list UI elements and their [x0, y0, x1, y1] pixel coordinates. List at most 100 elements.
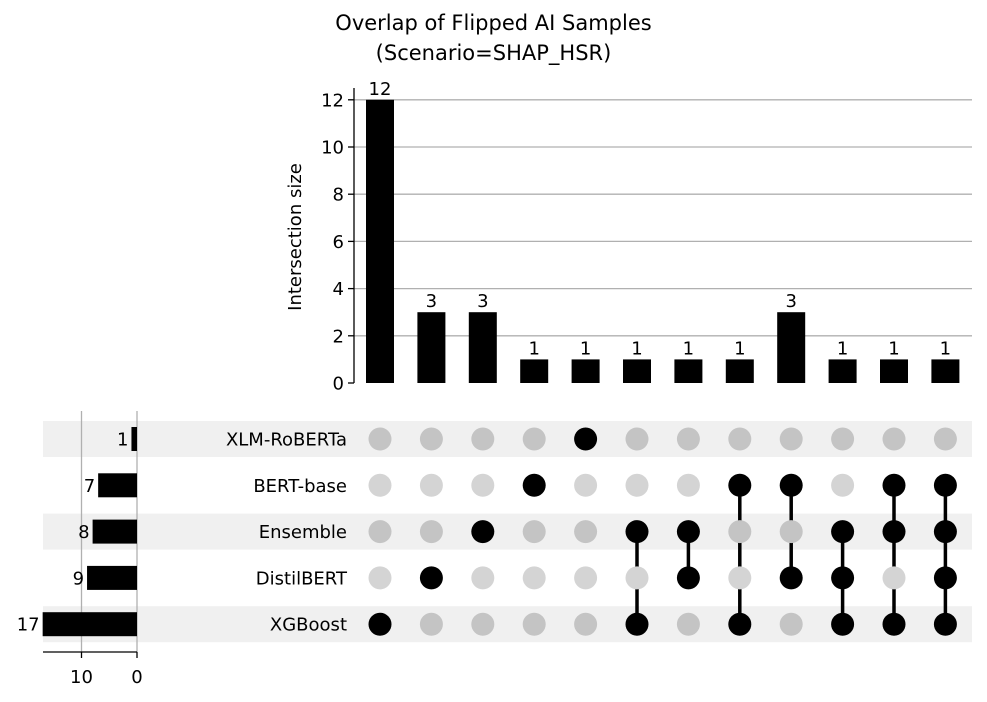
membership-dot-inactive [368, 427, 392, 451]
membership-dot-active [933, 566, 957, 590]
membership-dot-inactive [728, 520, 752, 544]
membership-dot-active [933, 612, 957, 636]
y-tick-label: 0 [333, 374, 344, 395]
intersection-bar [417, 312, 446, 383]
membership-dot-inactive [933, 427, 957, 451]
membership-dot-active [831, 566, 855, 590]
intersection-value-label: 1 [940, 338, 951, 359]
set-name-label: BERT-base [253, 476, 347, 497]
membership-dot-inactive [368, 520, 392, 544]
membership-dot-active [574, 427, 598, 451]
intersection-bar [366, 99, 394, 384]
membership-dot-active [471, 520, 495, 544]
set-name-label: XLM-RoBERTa [226, 430, 347, 451]
membership-dot-inactive [728, 566, 752, 590]
y-tick-label: 6 [333, 232, 344, 253]
membership-dot-inactive [676, 612, 700, 636]
membership-dot-inactive [779, 612, 803, 636]
membership-dot-active [779, 473, 803, 497]
set-size-bar [98, 473, 137, 498]
row-stripe [43, 513, 972, 550]
intersection-bar [880, 359, 908, 383]
membership-dot-active [419, 566, 443, 590]
membership-dot-inactive [676, 427, 700, 451]
set-size-label: 9 [73, 568, 84, 589]
membership-dot-inactive [882, 427, 906, 451]
y-axis-label: Intersection size [285, 163, 306, 311]
membership-dot-inactive [625, 566, 649, 590]
set-size-label: 8 [78, 522, 89, 543]
intersection-bar [931, 359, 960, 383]
intersection-value-label: 1 [580, 338, 591, 359]
y-tick-label: 4 [333, 279, 344, 300]
membership-dot-inactive [471, 566, 495, 590]
chart-title-line-2: (Scenario=SHAP_HSR) [375, 41, 612, 65]
membership-dot-inactive [831, 473, 855, 497]
membership-dot-active [728, 612, 752, 636]
intersection-bar [777, 312, 806, 383]
membership-dot-inactive [522, 612, 546, 636]
membership-dot-active [676, 566, 700, 590]
membership-dot-active [625, 520, 649, 544]
intersection-bar [674, 359, 703, 383]
membership-dot-inactive [522, 566, 546, 590]
set-name-label: XGBoost [270, 615, 347, 636]
set-name-label: DistilBERT [256, 568, 348, 589]
membership-dot-inactive [471, 427, 495, 451]
membership-dot-inactive [625, 473, 649, 497]
chart-title-line-1: Overlap of Flipped AI Samples [335, 11, 652, 35]
set-size-label: 7 [84, 476, 95, 497]
membership-dot-inactive [831, 427, 855, 451]
set-size-bar [42, 612, 137, 637]
y-tick-label: 8 [333, 185, 344, 206]
intersection-value-label: 1 [683, 338, 694, 359]
membership-dot-inactive [574, 520, 598, 544]
membership-dot-inactive [419, 520, 443, 544]
membership-dot-inactive [882, 566, 906, 590]
membership-dot-inactive [779, 427, 803, 451]
membership-dot-inactive [522, 520, 546, 544]
intersection-value-label: 1 [888, 338, 899, 359]
intersection-bar [520, 359, 549, 383]
intersection-value-label: 1 [528, 338, 539, 359]
membership-dot-inactive [471, 473, 495, 497]
intersection-bar [468, 312, 497, 383]
membership-dot-active [522, 473, 546, 497]
intersection-value-label: 3 [426, 291, 437, 312]
membership-dot-active [882, 520, 906, 544]
membership-dot-active [625, 612, 649, 636]
membership-dot-inactive [625, 427, 649, 451]
intersection-value-label: 3 [477, 291, 488, 312]
set-size-bar [92, 519, 137, 544]
set-size-tick-label: 0 [131, 667, 142, 688]
membership-dot-active [728, 473, 752, 497]
set-size-label: 17 [17, 615, 40, 636]
intersection-bar [828, 359, 857, 383]
membership-dot-active [933, 520, 957, 544]
y-tick-label: 10 [321, 138, 344, 159]
membership-dot-inactive [574, 566, 598, 590]
membership-dot-active [882, 473, 906, 497]
y-tick-label: 12 [321, 90, 344, 111]
intersection-value-label: 12 [369, 79, 392, 100]
set-size-tick-label: 10 [70, 667, 93, 688]
intersection-bar [725, 359, 754, 383]
membership-dot-active [676, 520, 700, 544]
set-name-label: Ensemble [259, 522, 347, 543]
intersection-value-label: 3 [785, 291, 796, 312]
membership-dot-inactive [419, 427, 443, 451]
membership-dot-active [368, 612, 392, 636]
membership-dot-active [831, 612, 855, 636]
intersection-bar [623, 359, 651, 383]
membership-dot-inactive [419, 473, 443, 497]
membership-dot-active [779, 566, 803, 590]
row-stripe [43, 606, 972, 643]
row-stripe [43, 421, 972, 457]
membership-dot-inactive [728, 427, 752, 451]
membership-dot-active [933, 473, 957, 497]
membership-dot-inactive [471, 612, 495, 636]
membership-dot-inactive [574, 473, 598, 497]
set-size-label: 1 [117, 430, 128, 451]
membership-dot-active [831, 520, 855, 544]
